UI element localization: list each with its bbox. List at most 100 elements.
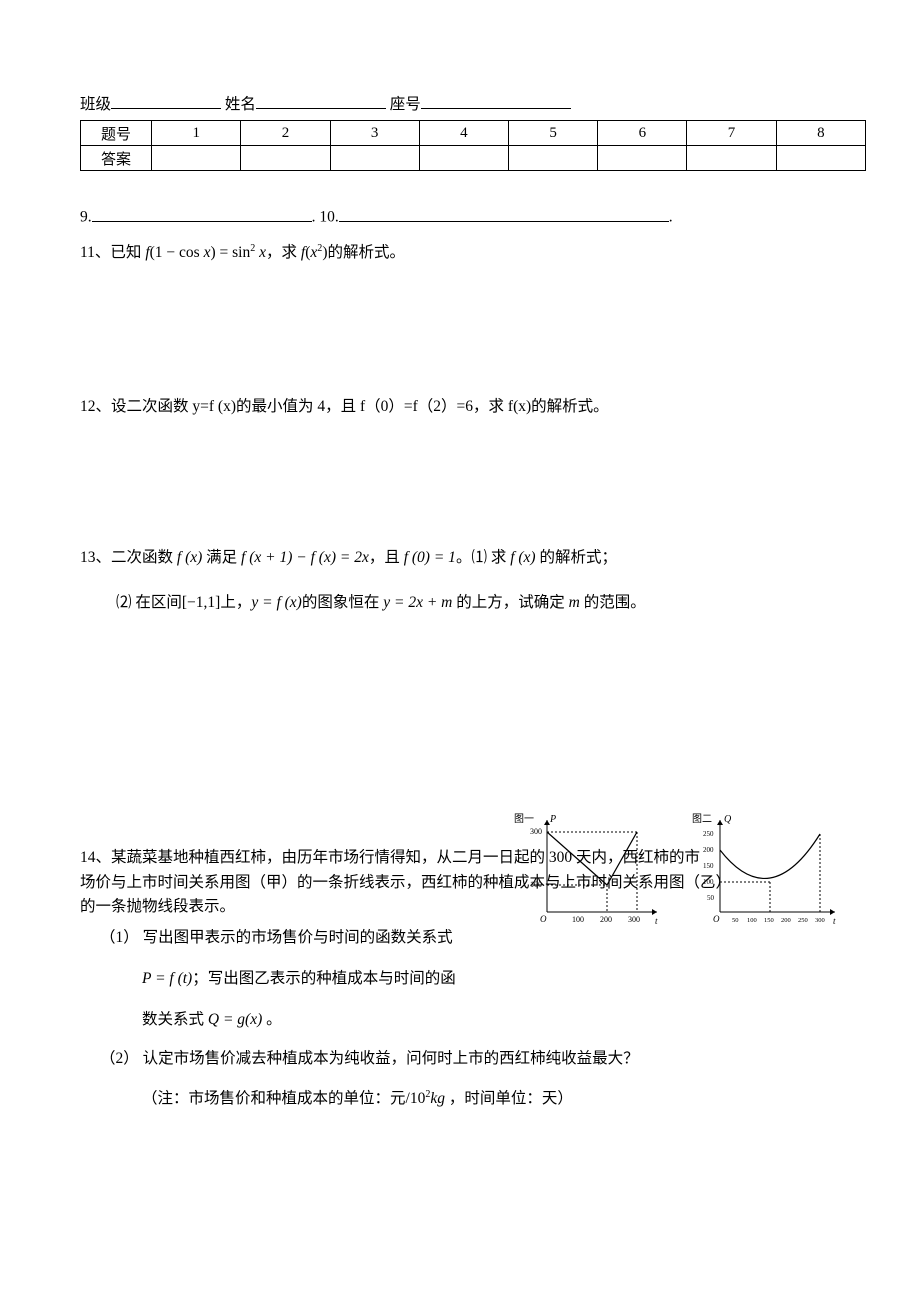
fig1-xaxis-label: t	[655, 916, 658, 926]
q10-blank[interactable]	[339, 205, 669, 222]
ans-4[interactable]	[419, 146, 508, 171]
q13b-m2: y = f (x)	[251, 594, 301, 611]
col-2: 2	[241, 121, 330, 146]
q13b-mid1: 上，	[220, 594, 251, 611]
fig2-yt-200: 200	[703, 846, 714, 854]
seat-label: 座号	[390, 96, 421, 113]
q13b-suffix: 的范围。	[580, 594, 646, 611]
worksheet-page: 班级 姓名 座号 题号 1 2 3 4 5 6 7 8 答案 9..	[0, 0, 920, 1302]
question-13b: ⑵ 在区间[−1,1]上，y = f (x)的图象恒在 y = 2x + m 的…	[116, 591, 840, 616]
fig1-xt-300: 300	[628, 915, 640, 924]
q13b-m1: [−1,1]	[182, 594, 220, 611]
col-8: 8	[776, 121, 865, 146]
q14-sub1a: （1） 写出图甲表示的市场售价与时间的函数关系式	[100, 926, 840, 951]
question-12: 12、设二次函数 y=f (x)的最小值为 4，且 f（0）=f（2）=6，求 …	[80, 395, 840, 420]
fig2-label: 图二	[692, 813, 712, 825]
row-label-answer: 答案	[81, 146, 152, 171]
fig2-xt-300: 300	[815, 917, 825, 924]
col-3: 3	[330, 121, 419, 146]
fig1-yt-300: 300	[530, 827, 542, 836]
q14-note-e: ，时间单位：天）	[445, 1091, 573, 1108]
fig2-xt-150: 150	[764, 917, 774, 924]
fig2-yarrow-icon	[717, 820, 723, 825]
q14-note: （注：市场售价和种植成本的单位：元/102kg ，时间单位：天）	[142, 1087, 840, 1112]
q13a-m1: f (x)	[177, 549, 202, 566]
q14-sub1b-m1: P = f (t)	[142, 970, 192, 987]
ans-5[interactable]	[509, 146, 598, 171]
ans-2[interactable]	[241, 146, 330, 171]
q14-sub1c-end: 。	[262, 1011, 281, 1028]
table-row-header: 题号 1 2 3 4 5 6 7 8	[81, 121, 866, 146]
q14-sub1c-pre: 数关系式	[142, 1011, 208, 1028]
row-label-qnum: 题号	[81, 121, 152, 146]
q12-text: 12、设二次函数 y=f (x)的最小值为 4，且 f（0）=f（2）=6，求 …	[80, 398, 609, 415]
seat-blank[interactable]	[421, 93, 571, 110]
q13a-mid2: ，且	[369, 549, 404, 566]
q13b-mid3: 的上方，试确定	[452, 594, 568, 611]
q13a-mid1: 满足	[202, 549, 241, 566]
q13b-mid2: 的图象恒在	[302, 594, 383, 611]
q10-label: 10.	[319, 209, 338, 226]
q13a-m3: f (0) = 1	[404, 549, 456, 566]
q13b-prefix: ⑵ 在区间	[116, 594, 182, 611]
student-info-line: 班级 姓名 座号	[80, 92, 840, 114]
figures-container: 图一 P 300 100 100 200 300 O t 图二	[512, 812, 840, 927]
question-11: 11、已知 f(1 − cos x) = sin2 x，求 f(x2)的解析式。	[80, 241, 840, 266]
table-row-answers: 答案	[81, 146, 866, 171]
fig2-origin: O	[713, 914, 720, 924]
fig2-xaxis-label: t	[833, 916, 836, 926]
col-5: 5	[509, 121, 598, 146]
q13a-suffix: 的解析式；	[536, 549, 617, 566]
q14-sub1c-m: Q = g(x)	[208, 1011, 262, 1028]
ans-1[interactable]	[152, 146, 241, 171]
q11-suffix: 的解析式。	[327, 244, 405, 261]
q13b-m3: y = 2x + m	[383, 594, 452, 611]
q13b-m4: m	[569, 594, 580, 611]
q11-m1f: x	[255, 244, 266, 261]
ans-6[interactable]	[598, 146, 687, 171]
col-4: 4	[419, 121, 508, 146]
q11-m1b: (1 − cos	[150, 244, 204, 261]
q11-prefix: 11、已知	[80, 244, 145, 261]
col-7: 7	[687, 121, 776, 146]
fig2-xt-250: 250	[798, 917, 808, 924]
q11-m1d: ) = sin	[210, 244, 250, 261]
ans-8[interactable]	[776, 146, 865, 171]
fig2-yt-100: 100	[703, 878, 714, 886]
fig2-parabola	[720, 834, 820, 878]
q11-m2a: f	[297, 244, 305, 261]
fig1-label: 图一	[514, 813, 534, 825]
fig1-xt-100: 100	[572, 915, 584, 924]
ans-3[interactable]	[330, 146, 419, 171]
q14-sub1c: 数关系式 Q = g(x) 。	[142, 1008, 840, 1033]
q9-period: .	[312, 209, 316, 226]
answer-table: 题号 1 2 3 4 5 6 7 8 答案	[80, 120, 866, 171]
fig2-xt-100: 100	[747, 917, 757, 924]
q14-sub1b: P = f (t)；写出图乙表示的种植成本与时间的函	[142, 967, 840, 992]
fig1-yaxis: P	[549, 814, 556, 825]
col-6: 6	[598, 121, 687, 146]
fig2-xt-200: 200	[781, 917, 791, 924]
q13a-m2: f (x + 1) − f (x) = 2x	[241, 549, 369, 566]
name-label: 姓名	[225, 96, 256, 113]
q9-blank[interactable]	[92, 205, 312, 222]
ans-7[interactable]	[687, 146, 776, 171]
fig2-yaxis: Q	[724, 814, 732, 825]
q11-mid: ，求	[266, 244, 297, 261]
figure-2: 图二 Q 250 200 150 100 50 50 100 150 200 2…	[690, 812, 840, 927]
fig2-yt-50: 50	[707, 894, 715, 902]
fig2-yt-250: 250	[703, 830, 714, 838]
fig2-yt-150: 150	[703, 862, 714, 870]
class-blank[interactable]	[111, 93, 221, 110]
q14-note-d: kg	[430, 1091, 445, 1108]
q9-q10-line: 9.. 10..	[80, 205, 840, 227]
name-blank[interactable]	[256, 93, 386, 110]
fig1-xt-200: 200	[600, 915, 612, 924]
fig2-xarrow-icon	[830, 909, 835, 915]
question-13a: 13、二次函数 f (x) 满足 f (x + 1) − f (x) = 2x，…	[80, 546, 840, 571]
q9-label: 9.	[80, 209, 92, 226]
q14-sub1b-mid: ；写出图乙表示的种植成本与时间的函	[192, 970, 456, 987]
col-1: 1	[152, 121, 241, 146]
q13a-prefix: 13、二次函数	[80, 549, 177, 566]
fig2-xt-50: 50	[732, 917, 739, 924]
